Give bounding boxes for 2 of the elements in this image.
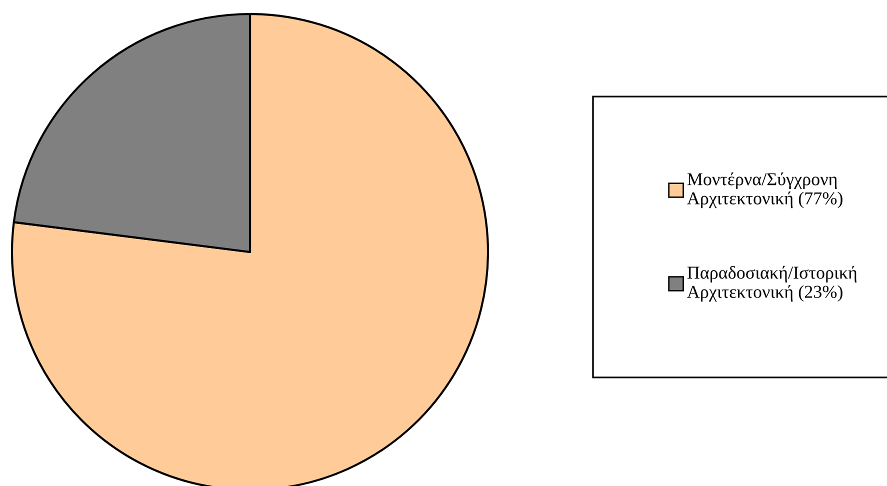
legend-label: Παραδοσιακή/Ιστορική Αρχιτεκτονική (23%) — [687, 266, 856, 302]
legend-label: Μοντέρνα/Σύγχρονη Αρχιτεκτονική (77%) — [687, 172, 842, 208]
